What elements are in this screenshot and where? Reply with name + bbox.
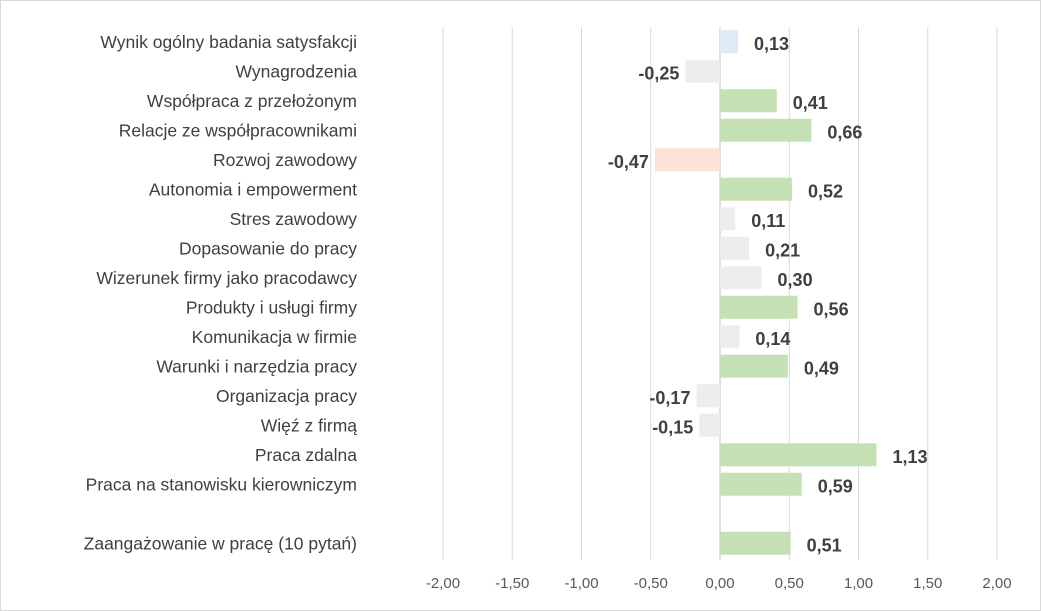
x-tick-label: 2,00 [982, 575, 1011, 592]
data-label: 0,30 [778, 270, 813, 290]
data-label: 0,56 [814, 299, 849, 319]
bar [685, 59, 720, 83]
data-label: 1,13 [893, 447, 928, 467]
data-label: -0,17 [649, 388, 690, 408]
bar [699, 413, 720, 437]
category-label: Komunikacja w firmie [192, 327, 357, 347]
category-label: Rozwoj zawodowy [213, 150, 357, 170]
category-label: Praca zdalna [255, 445, 357, 465]
category-label: Zaangażowanie w pracę (10 pytań) [84, 533, 357, 553]
data-label: 0,14 [755, 329, 790, 349]
data-label: -0,15 [652, 417, 693, 437]
data-label: 0,21 [765, 240, 800, 260]
data-label: 0,59 [818, 476, 853, 496]
category-label: Relacje ze współpracownikami [119, 120, 357, 140]
bar [720, 531, 791, 555]
data-label: 0,52 [808, 181, 843, 201]
category-label: Wynagrodzenia [236, 61, 358, 81]
x-tick-label: 0,50 [775, 575, 804, 592]
bar [720, 443, 877, 467]
category-label: Autonomia i empowerment [149, 179, 357, 199]
category-label: Dopasowanie do pracy [179, 238, 357, 258]
bar [720, 472, 802, 496]
category-label: Wizerunek firmy jako pracodawcy [96, 268, 357, 288]
category-label: Organizacja pracy [216, 386, 357, 406]
data-label: 0,49 [804, 358, 839, 378]
category-label: Więź z firmą [261, 415, 358, 435]
x-tick-label: -0,50 [634, 575, 668, 592]
bar [720, 295, 798, 319]
data-label: 0,13 [754, 34, 789, 54]
category-label: Stres zawodowy [230, 209, 358, 229]
category-label: Wynik ogólny badania satysfakcji [100, 32, 357, 52]
bar [720, 118, 812, 142]
bar [696, 384, 720, 408]
data-label: 0,51 [807, 535, 842, 555]
data-label: -0,25 [638, 63, 679, 83]
category-label: Współpraca z przełożonym [147, 91, 357, 111]
bar [720, 30, 739, 54]
data-label: 0,66 [827, 122, 862, 142]
bar [720, 236, 750, 260]
bar [654, 148, 720, 172]
bar [720, 207, 736, 231]
x-tick-label: 1,50 [913, 575, 942, 592]
data-label: 0,11 [751, 211, 785, 231]
x-tick-label: 1,00 [844, 575, 873, 592]
bar [720, 325, 740, 349]
data-label: -0,47 [608, 152, 649, 172]
data-label: 0,41 [793, 93, 828, 113]
bar [720, 266, 762, 290]
category-label: Warunki i narzędzia pracy [156, 356, 357, 376]
bar [720, 354, 788, 378]
category-label: Produkty i usługi firmy [186, 297, 357, 317]
category-label: Praca na stanowisku kierowniczym [86, 474, 357, 494]
bar [720, 89, 777, 113]
x-tick-label: 0,00 [705, 575, 734, 592]
x-tick-label: -2,00 [426, 575, 460, 592]
x-tick-label: -1,00 [564, 575, 598, 592]
x-tick-label: -1,50 [495, 575, 529, 592]
bar [720, 177, 793, 201]
